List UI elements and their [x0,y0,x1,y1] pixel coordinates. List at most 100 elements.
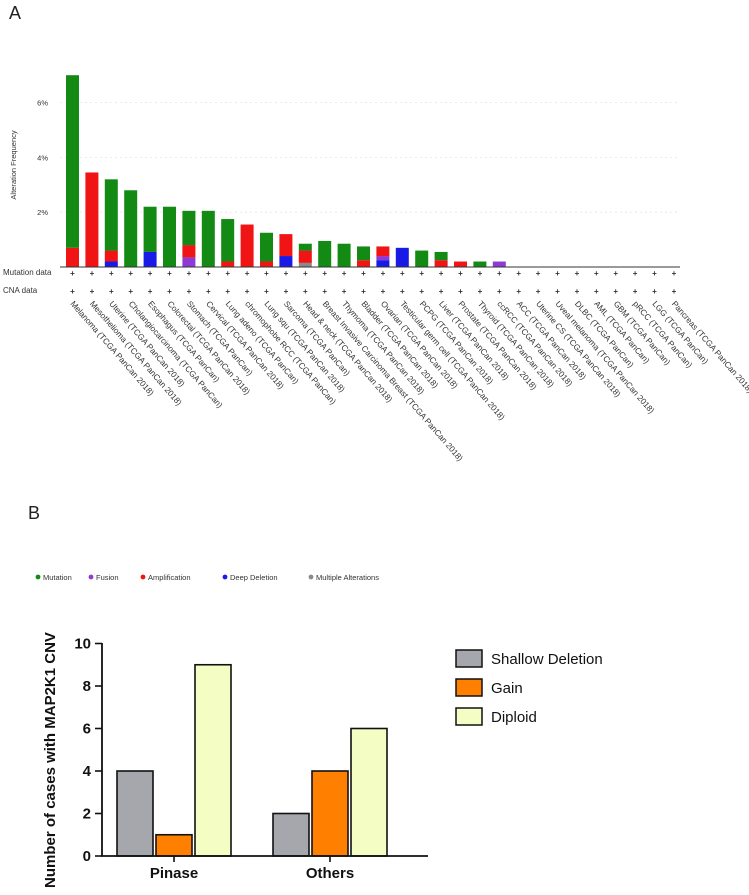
profile-marker: + [613,269,618,278]
profile-marker: + [109,287,114,296]
chart-a-gridlines [60,102,680,213]
profile-marker: + [284,269,289,278]
chart-b-legend-swatch-shallow-deletion [455,649,483,668]
profile-marker: + [70,287,75,296]
profile-marker: + [633,269,638,278]
legend-label: Fusion [96,573,119,582]
bar-segment-multiple-alterations [298,262,312,267]
profile-marker: + [303,287,308,296]
profile-marker: + [575,269,580,278]
bar-segment-amplification [104,250,118,262]
chart-b-bar-diploid [194,663,232,857]
profile-marker: + [284,287,289,296]
profile-marker: + [245,269,250,278]
chart-b-bars [116,663,388,857]
profile-marker: + [478,269,483,278]
bar-segment-amplification [221,261,235,267]
bar-segment-deep-deletion [143,251,157,267]
profile-marker: + [128,287,133,296]
chart-b-category-label: Others [306,865,354,882]
profile-marker: + [419,287,424,296]
chart-a-y-axis-label: Alteration Frequency [9,130,18,199]
chart-b-bar-gain [155,833,193,857]
bar-segment-amplification [260,261,273,267]
profile-marker: + [478,287,483,296]
profile-marker: + [70,269,75,278]
profile-marker: + [303,269,308,278]
profile-marker: + [555,287,560,296]
chart-b-legend: Shallow Deletion Gain Diploid [455,649,603,726]
bar-segment-mutation [201,210,215,267]
profile-marker: + [516,269,521,278]
legend-dot-mutation [35,574,41,580]
profile-marker: + [555,269,560,278]
chart-b-y-tick-label: 2 [83,806,91,823]
chart-b-y-tick-label: 0 [83,848,91,865]
chart-a-category-label: Pancreas (TCGA PanCan 2018) [670,299,749,395]
chart-b-y-tick-label: 10 [74,636,91,653]
profile-marker: + [342,269,347,278]
profile-marker: + [342,287,347,296]
legend-dot-fusion [88,574,94,580]
panel-a-label: A [9,3,21,23]
profile-marker: + [264,269,269,278]
profile-marker: + [187,287,192,296]
chart-b: Number of cases with MAP2K1 CNV 0246810 … [42,632,603,888]
bar-segment-deep-deletion [376,260,390,267]
legend-dot-amplification [140,574,146,580]
legend-label: Deep Deletion [230,573,278,582]
bar-segment-mutation [434,251,448,261]
chart-a-profile-rows: Mutation data + + + + + + + + + + + + + + + + + + + + + + + + + + +… [3,268,677,296]
profile-marker: + [322,269,327,278]
panel-b-label: B [28,503,40,523]
profile-marker: + [652,287,657,296]
profile-marker: + [536,269,541,278]
chart-a-category-labels: Melanoma (TCGA PanCan 2018)Mesothelioma … [68,299,749,463]
bar-segment-mutation [298,243,312,251]
bar-segment-deep-deletion [279,256,293,267]
profile-marker: + [458,287,463,296]
bar-segment-fusion [376,256,390,261]
profile-marker: + [361,287,366,296]
legend-label: Multiple Alterations [316,573,379,582]
profile-marker: + [400,269,405,278]
profile-marker: + [148,269,153,278]
chart-a-y-tick-label: 2% [37,208,48,217]
profile-marker: + [128,269,133,278]
profile-marker: + [419,269,424,278]
profile-marker: + [264,287,269,296]
profile-marker: + [652,269,657,278]
chart-b-bar-shallow-deletion [116,770,154,857]
profile-marker: + [225,269,230,278]
legend-label: Amplification [148,573,191,582]
chart-b-y-tick-label: 6 [83,721,91,738]
profile-marker: + [381,269,386,278]
profile-marker: + [516,287,521,296]
bar-segment-deep-deletion [104,261,118,267]
chart-b-y-axis-label: Number of cases with MAP2K1 CNV [42,632,59,888]
chart-b-legend-label: Shallow Deletion [491,651,603,668]
profile-marker: + [90,287,95,296]
bar-segment-amplification [85,172,99,267]
bar-segment-mutation [260,232,273,262]
profile-marker: + [225,287,230,296]
legend-label: Mutation [43,573,72,582]
bar-segment-fusion [492,261,506,267]
chart-b-legend-swatch-gain [455,678,483,697]
bar-segment-amplification [279,234,293,257]
chart-b-bar-diploid [350,727,388,857]
chart-b-legend-swatch-diploid [455,707,483,726]
chart-a-legend: Mutation Fusion Amplification Deep Deletion… [35,573,379,582]
bar-segment-mutation [473,261,487,267]
bar-segment-amplification [66,247,79,267]
chart-b-y-ticks: 0 2 4 6 8 10 [74,636,102,865]
bar-segment-amplification [182,245,196,258]
profile-marker: + [206,287,211,296]
bar-segment-amplification [357,260,370,267]
bar-segment-mutation [66,75,79,248]
bar-segment-mutation [221,219,235,262]
profile-marker: + [594,269,599,278]
profile-marker: + [109,269,114,278]
bar-segment-mutation [143,206,157,252]
